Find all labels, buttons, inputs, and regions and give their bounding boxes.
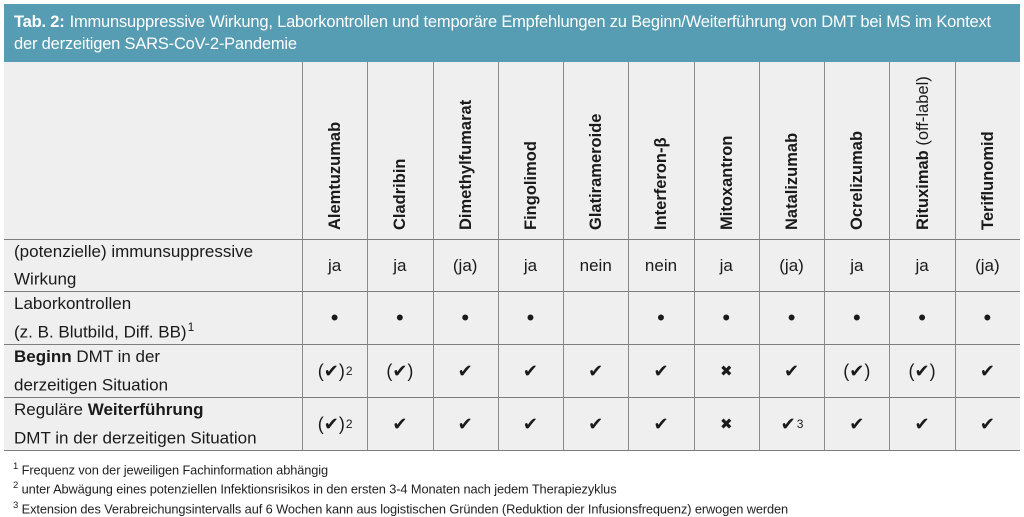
- cell: ✖: [693, 345, 759, 398]
- cell: ✔: [954, 345, 1020, 398]
- column-header-alemtuzumab: Alemtuzumab: [302, 62, 368, 240]
- cell: •: [954, 292, 1020, 345]
- cell: ✔: [432, 345, 498, 398]
- cell: •: [824, 292, 890, 345]
- cell: •: [367, 292, 433, 345]
- footnote-2: 2 unter Abwägung eines potenziellen Infe…: [13, 480, 617, 497]
- cell: ja: [497, 240, 564, 292]
- cell: •: [302, 292, 368, 345]
- row-label-start-dmt: Beginn DMT in der derzeitigen Situation: [4, 345, 302, 398]
- column-header-glatirameroide: Glatirameroide: [563, 62, 629, 240]
- cell: (ja): [432, 240, 498, 292]
- table-caption-bar: Tab. 2: Immunsuppressive Wirkung, Laborko…: [4, 4, 1020, 62]
- cell: ✔: [563, 398, 628, 450]
- column-header-interferon-beta: Interferon-β: [628, 62, 694, 240]
- cell: ja: [889, 240, 955, 292]
- cell: (✔) 2: [302, 345, 368, 398]
- cell: ✔: [367, 398, 432, 450]
- column-header-rituximab: Rituximab (off-label): [889, 62, 955, 240]
- dmt-table: Alemtuzumab Cladribin Dimethylfumarat Fi…: [4, 62, 1020, 451]
- cell: ✔: [432, 398, 498, 450]
- cell: ✔: [563, 345, 629, 398]
- footnotes: 1 Frequenz von der jeweiligen Fachinform…: [13, 459, 788, 517]
- column-header-natalizumab: Natalizumab: [758, 62, 825, 240]
- cell: (✔) 2: [302, 398, 367, 450]
- cell: ✔: [628, 345, 694, 398]
- cell: (ja): [954, 240, 1020, 292]
- row-label-lab-controls: Laborkontrollen (z. B. Blutbild, Diff. B…: [4, 292, 302, 345]
- drug-name: Natalizumab: [783, 132, 802, 230]
- cell: ✔: [954, 398, 1020, 450]
- table-number: Tab. 2:: [14, 13, 65, 31]
- column-header-fingolimod: Fingolimod: [497, 62, 564, 240]
- column-header-teriflunomid: Teriflunomid: [954, 62, 1020, 240]
- cell: ✔: [824, 398, 889, 450]
- cell: ja: [693, 240, 759, 292]
- footnote-1: 1 Frequenz von der jeweiligen Fachinform…: [13, 461, 329, 478]
- cell: ✖: [693, 398, 759, 450]
- cell: (✔): [367, 345, 433, 398]
- cell: nein: [563, 240, 629, 292]
- cell: (✔): [889, 345, 955, 398]
- drug-name: Rituximab (off-label): [913, 76, 932, 230]
- drug-name: Interferon-β: [652, 137, 671, 230]
- column-header-cladribin: Cladribin: [367, 62, 433, 240]
- table-title: Immunsuppressive Wirkung, Laborkontrolle…: [14, 13, 991, 53]
- cell: •: [628, 292, 694, 345]
- cell: ✔: [628, 398, 693, 450]
- cell: ✔ 3: [758, 398, 824, 450]
- cell: ✔: [758, 345, 825, 398]
- drug-name: Alemtuzumab: [326, 121, 345, 230]
- column-header-dimethylfumarat: Dimethylfumarat: [432, 62, 498, 240]
- cell: ✔: [497, 398, 563, 450]
- drug-name: Mitoxantron: [717, 135, 736, 230]
- drug-name: Cladribin: [391, 158, 410, 230]
- cell: (✔): [824, 345, 890, 398]
- drug-name: Glatirameroide: [587, 113, 606, 230]
- cell: •: [693, 292, 759, 345]
- column-header-ocrelizumab: Ocrelizumab: [824, 62, 890, 240]
- cell: ✔: [889, 398, 954, 450]
- drug-name: Fingolimod: [521, 141, 540, 230]
- drug-name: Dimethylfumarat: [456, 99, 475, 230]
- corner-cell: [4, 62, 302, 240]
- cell: ja: [367, 240, 433, 292]
- cell: (ja): [758, 240, 825, 292]
- footnote-3: 3 Extension des Verabreichungsintervalls…: [13, 499, 789, 516]
- cell: •: [889, 292, 955, 345]
- cell: •: [497, 292, 564, 345]
- cell: [563, 292, 629, 345]
- drug-name: Ocrelizumab: [848, 130, 867, 230]
- cell: •: [758, 292, 825, 345]
- cell: •: [432, 292, 498, 345]
- cell: ja: [302, 240, 368, 292]
- cell: ✔: [497, 345, 564, 398]
- cell: nein: [628, 240, 694, 292]
- drug-name: Teriflunomid: [978, 131, 997, 230]
- row-label-immunosuppressive-effect: (potenzielle) immunsuppressive Wirkung: [4, 240, 302, 292]
- cell: ja: [824, 240, 890, 292]
- column-header-mitoxantron: Mitoxantron: [693, 62, 759, 240]
- row-label-continuation-dmt: Reguläre Weiterführung DMT in der derzei…: [14, 400, 257, 448]
